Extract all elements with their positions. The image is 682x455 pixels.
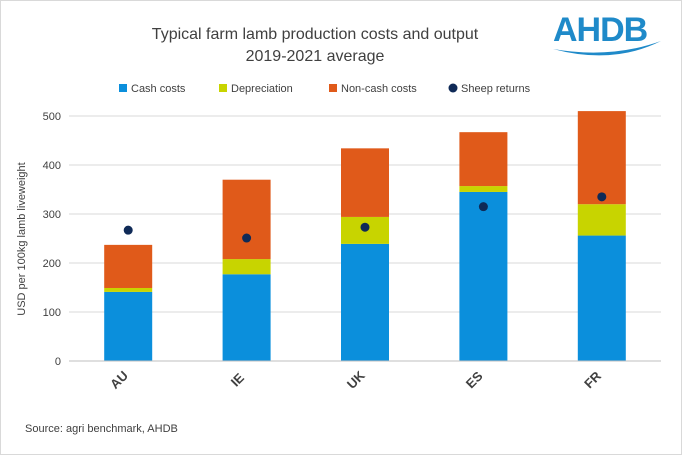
bar-cash-costs-ie <box>222 274 271 361</box>
legend-label: Non-cash costs <box>341 83 417 95</box>
bar-cash-costs-fr <box>577 235 626 361</box>
point-sheep-returns-ie <box>242 233 252 243</box>
point-sheep-returns-uk <box>360 222 370 232</box>
point-sheep-returns-es <box>478 202 488 212</box>
x-axis-ticks: AU IE UK ES FR <box>107 367 604 391</box>
bar-non-cash-costs-es <box>459 132 508 187</box>
bar-non-cash-costs-au <box>104 244 153 288</box>
bar-non-cash-costs-uk <box>341 148 389 217</box>
bar-non-cash-costs-ie <box>222 179 271 260</box>
bar-depreciation-au <box>104 287 153 292</box>
legend-label: Sheep returns <box>461 83 531 95</box>
source-note: Source: agri benchmark, AHDB <box>25 423 178 435</box>
logo-swoosh <box>553 41 661 56</box>
ahdb-logo: AHDB <box>553 11 661 56</box>
legend-label: Cash costs <box>131 83 186 95</box>
bar-cash-costs-es <box>459 191 508 361</box>
logo-text: AHDB <box>553 11 648 49</box>
bar-depreciation-ie <box>222 259 271 275</box>
x-tick-label: IE <box>228 370 248 390</box>
legend-swatch-cash-costs <box>119 84 127 92</box>
y-tick-label: 500 <box>43 111 61 123</box>
x-tick-label: ES <box>463 368 486 391</box>
y-axis-label: USD per 100kg lamb liveweight <box>16 162 28 315</box>
x-tick-label: FR <box>581 368 604 391</box>
y-tick-label: 100 <box>43 307 61 319</box>
y-axis-ticks: 0 100 200 300 400 500 <box>43 111 61 368</box>
legend: Cash costs Depreciation Non-cash costs Shee… <box>119 83 531 95</box>
y-tick-label: 400 <box>43 160 61 172</box>
y-tick-label: 300 <box>43 209 61 221</box>
point-sheep-returns-fr <box>597 192 607 202</box>
chart-subtitle: 2019-2021 average <box>246 48 385 65</box>
legend-swatch-non-cash-costs <box>329 84 337 92</box>
y-tick-label: 200 <box>43 258 61 270</box>
legend-label: Depreciation <box>231 83 293 95</box>
y-tick-label: 0 <box>55 356 61 368</box>
bar-non-cash-costs-fr <box>577 111 626 205</box>
x-tick-label: AU <box>107 368 131 392</box>
legend-marker-sheep-returns <box>448 83 458 93</box>
bars <box>104 111 626 361</box>
bar-cash-costs-uk <box>341 243 389 361</box>
bar-depreciation-es <box>459 186 508 192</box>
x-tick-label: UK <box>344 367 368 391</box>
sheep-returns-points <box>123 192 607 243</box>
bar-depreciation-fr <box>577 204 626 236</box>
legend-swatch-depreciation <box>219 84 227 92</box>
bar-cash-costs-au <box>104 291 153 361</box>
chart-title: Typical farm lamb production costs and o… <box>152 26 479 43</box>
point-sheep-returns-au <box>123 225 133 235</box>
